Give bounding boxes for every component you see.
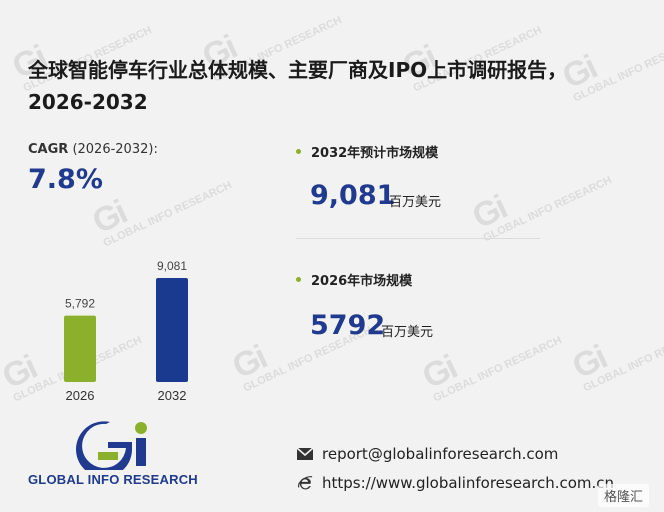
bar-2032: [156, 278, 188, 382]
contact-website: https://www.globalinforesearch.com.cn: [296, 474, 614, 492]
cagr-label-text: CAGR: [28, 142, 69, 157]
stat-unit-2032: 百万美元: [389, 195, 442, 210]
corner-watermark: 格隆汇: [598, 484, 650, 507]
logo-text: GLOBAL INFO RESEARCH: [28, 472, 198, 487]
contact-email: report@globalinforesearch.com: [296, 445, 558, 463]
cagr-value: 7.8%: [28, 164, 103, 195]
stat-unit-2026: 百万美元: [381, 325, 434, 340]
stat-value-2026: 5792: [310, 310, 386, 341]
website-text[interactable]: https://www.globalinforesearch.com.cn: [322, 474, 615, 492]
email-text[interactable]: report@globalinforesearch.com: [322, 445, 559, 463]
bar-2026: [64, 315, 96, 382]
mail-icon: [296, 447, 314, 460]
stat-label-text: 2032年预计市场规模: [311, 146, 439, 161]
cagr-period: (2026-2032):: [72, 142, 158, 157]
stat-label-text: 2026年市场规模: [311, 274, 413, 289]
bar-chart: 5,792 2026 9,081 2032: [64, 259, 188, 403]
category-label-2026: 2026: [66, 388, 95, 403]
divider: [296, 238, 540, 239]
gi-logo-icon: [76, 421, 147, 470]
category-label-2032: 2032: [158, 388, 187, 403]
data-label-2032: 9,081: [157, 259, 187, 273]
bullet-dot: [296, 149, 301, 154]
bullet-dot: [296, 277, 301, 282]
stat-value-2032: 9,081: [310, 180, 396, 211]
stat-label-2032: 2032年预计市场规模: [296, 142, 438, 161]
cagr-label: CAGR (2026-2032):: [28, 142, 158, 157]
stat-label-2026: 2026年市场规模: [296, 270, 412, 289]
page-title: 全球智能停车行业总体规模、主要厂商及IPO上市调研报告，2026-2032: [28, 58, 568, 114]
data-label-2026: 5,792: [65, 297, 95, 311]
ie-icon: [298, 476, 313, 490]
